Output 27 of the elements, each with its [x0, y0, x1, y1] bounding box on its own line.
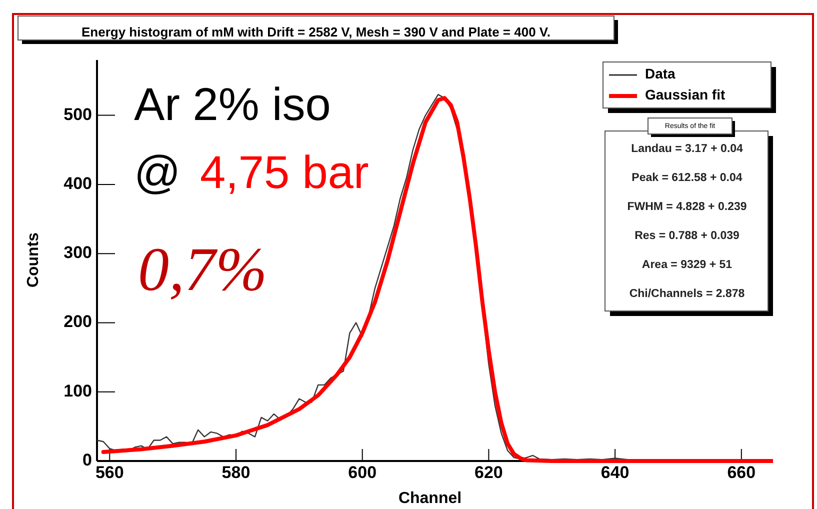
annotation: Area = 9329 + 51	[642, 259, 733, 272]
y-tick-label: 100	[64, 381, 92, 400]
x-tick-label: 620	[474, 463, 503, 482]
annotation: Res = 0.788 + 0.039	[634, 230, 740, 242]
y-tick-label: 300	[64, 243, 92, 262]
annotation: Chi/Channels = 2.878	[629, 288, 746, 300]
legend-label: Gaussian fit	[645, 86, 726, 103]
y-tick-label: 0	[82, 450, 92, 470]
y-tick-label: 500	[64, 104, 92, 124]
x-tick-label: 660	[727, 463, 756, 482]
x-axis-title: Channel	[398, 490, 462, 507]
annotation: Landau = 3.17 + 0.04	[631, 143, 744, 156]
y-axis-title: Counts	[25, 232, 42, 288]
annotation: 0,7%	[138, 236, 268, 304]
y-tick-label: 400	[64, 174, 92, 193]
x-tick-label: 560	[95, 463, 124, 482]
legend-label: Data	[645, 66, 676, 82]
annotation: 4,75 bar	[200, 146, 369, 198]
chart-title: Energy histogram of mM with Drift = 2582 V, Mesh = 390 V and Plate = 400 V.	[81, 24, 551, 40]
x-tick-label: 640	[600, 463, 630, 482]
annotation: @	[134, 146, 181, 198]
annotation: Peak = 612.58 + 0.04	[632, 172, 743, 184]
y-tick-label: 200	[64, 312, 92, 332]
x-tick-label: 580	[222, 463, 250, 482]
annotation: FWHM = 4.828 + 0.239	[627, 201, 747, 214]
x-tick-label: 600	[348, 463, 377, 482]
annotation: Ar 2% iso	[134, 78, 331, 130]
